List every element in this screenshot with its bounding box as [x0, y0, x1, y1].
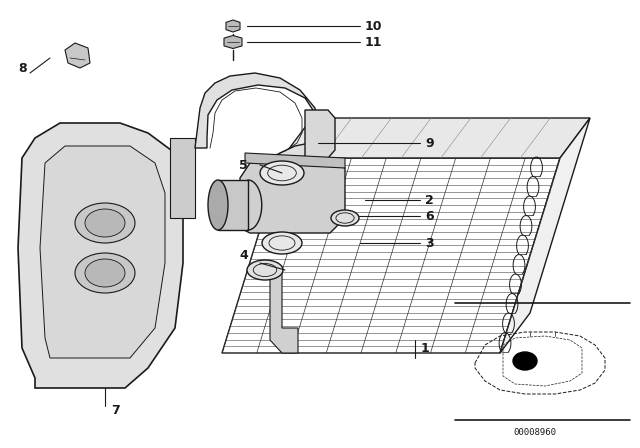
Ellipse shape: [260, 161, 304, 185]
Polygon shape: [226, 20, 240, 32]
Polygon shape: [305, 110, 335, 158]
Polygon shape: [500, 118, 590, 353]
Text: 1: 1: [421, 341, 429, 354]
Ellipse shape: [75, 253, 135, 293]
Polygon shape: [170, 138, 195, 218]
Polygon shape: [195, 73, 318, 198]
Polygon shape: [222, 158, 560, 353]
Text: 6: 6: [425, 210, 434, 223]
Text: 4: 4: [239, 249, 248, 262]
Ellipse shape: [247, 260, 283, 280]
Polygon shape: [224, 35, 242, 48]
Text: 5: 5: [239, 159, 248, 172]
Text: 2: 2: [425, 194, 434, 207]
Ellipse shape: [269, 236, 295, 250]
Text: 10: 10: [365, 20, 383, 33]
Ellipse shape: [262, 232, 302, 254]
Polygon shape: [240, 163, 345, 233]
Text: 11: 11: [365, 35, 383, 48]
Ellipse shape: [253, 263, 276, 276]
Polygon shape: [270, 268, 298, 353]
Polygon shape: [245, 153, 345, 168]
Polygon shape: [40, 146, 165, 358]
Polygon shape: [65, 43, 90, 68]
Ellipse shape: [85, 209, 125, 237]
Ellipse shape: [85, 259, 125, 287]
Ellipse shape: [331, 210, 359, 226]
Text: 9: 9: [425, 137, 434, 150]
Polygon shape: [18, 123, 183, 388]
Text: 00008960: 00008960: [513, 427, 557, 436]
Text: 8: 8: [18, 61, 27, 74]
Ellipse shape: [513, 352, 537, 370]
Ellipse shape: [75, 203, 135, 243]
Ellipse shape: [336, 213, 354, 223]
Text: 7: 7: [111, 404, 120, 417]
Polygon shape: [218, 180, 248, 230]
Ellipse shape: [208, 180, 228, 230]
Polygon shape: [282, 118, 590, 158]
Ellipse shape: [268, 165, 296, 181]
Text: 3: 3: [425, 237, 434, 250]
